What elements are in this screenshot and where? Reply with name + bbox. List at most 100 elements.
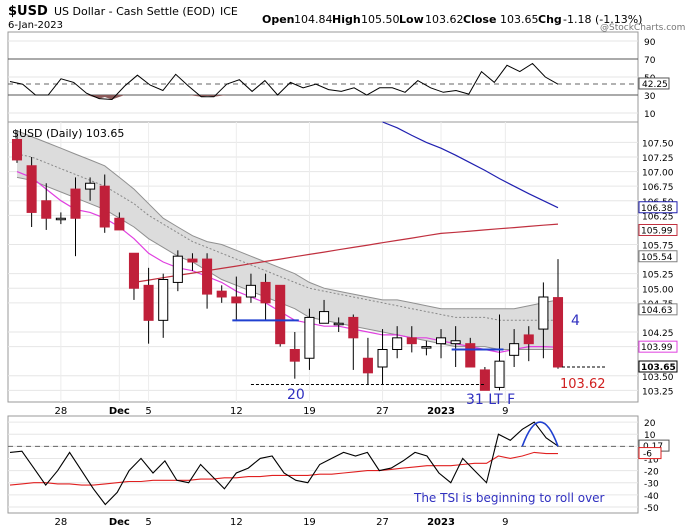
candle-body [377, 349, 388, 368]
tsi-tick-label: -50 [644, 504, 659, 514]
tsi-panel [7, 415, 639, 514]
rsi-current-label: 42.25 [642, 80, 668, 90]
price-tag-label: 105.54 [641, 253, 673, 263]
low-value: 103.62 [425, 13, 464, 26]
tsi-x-tick-label: Dec [109, 517, 130, 528]
price-x-tick-label: 27 [376, 406, 389, 417]
price-tag-box [638, 360, 678, 373]
tsi-layer: 20100-10-20-30-40-5028Dec5121927202390.1… [8, 419, 670, 528]
price-tick-label: 106.75 [642, 183, 674, 193]
candle-body [435, 337, 447, 345]
annotation-31-lt-f: 31 LT F [466, 392, 515, 408]
candle-body [304, 316, 315, 359]
tsi-x-tick-label: 19 [303, 517, 316, 528]
tsi-annotation: The TSI is beginning to roll over [413, 491, 605, 505]
price-tick-label: 104.25 [642, 329, 674, 339]
date: 6-Jan-2023 [8, 20, 63, 31]
candle-body [202, 258, 213, 295]
rsi-tick-label: 10 [644, 110, 656, 120]
candle-body [158, 279, 169, 321]
candle-body [55, 217, 66, 221]
candle-body [421, 346, 432, 349]
tsi-x-tick-label: 27 [376, 517, 389, 528]
candle-body [26, 165, 37, 213]
candle-body [509, 343, 520, 356]
price-tick-label: 107.00 [642, 169, 674, 179]
candle-body [450, 340, 461, 345]
candle-body [348, 316, 359, 339]
candle-body [523, 334, 534, 345]
candle-body [362, 357, 373, 374]
candle-body [172, 255, 183, 283]
tsi-tick-label: 20 [644, 419, 656, 429]
candle-body [99, 185, 110, 228]
chg-label: Chg [538, 13, 562, 26]
candle-body [260, 281, 271, 304]
candle-body [231, 296, 242, 304]
price-x-tick-label: Dec [109, 406, 130, 417]
watermark: @StockCharts.com [600, 23, 685, 33]
candle-body [406, 337, 417, 345]
price-tick-label: 105.25 [642, 271, 674, 281]
candle-body [85, 182, 96, 190]
candle-body [319, 311, 330, 324]
candle-body [465, 343, 476, 368]
price-tick-label: 103.25 [642, 387, 674, 397]
price-panel [7, 121, 639, 403]
rsi-tick-label: 30 [644, 92, 656, 102]
price-tick-label: 107.25 [642, 154, 674, 164]
candle-body [11, 139, 23, 161]
candle-body [245, 284, 256, 298]
price-x-tick-label: 28 [54, 406, 67, 417]
candle-body [494, 360, 505, 388]
tsi-line [9, 421, 559, 506]
tsi-rollover-arc [521, 421, 559, 447]
annotation-4: 4 [571, 313, 580, 329]
symbol: $USD [8, 4, 48, 19]
rsi-tick-label: 90 [644, 38, 656, 48]
ohlc-readout: Open 104.84 High 105.50 Low 103.62 Close… [262, 13, 642, 26]
rsi-layer: 907050301042.25 [8, 38, 670, 120]
price-tick-label: 103.50 [642, 373, 674, 383]
price-tag-label: 106.38 [641, 204, 673, 214]
price-tag-label: 104.63 [641, 306, 673, 316]
price-x-tick-label: 5 [145, 406, 151, 417]
candle-body [216, 290, 227, 298]
candle-body [538, 296, 549, 330]
price-tag-label: 103.99 [641, 343, 673, 353]
candle-body [70, 188, 81, 219]
rsi-oversold-fill [201, 95, 227, 97]
tsi-tick-label: -40 [644, 492, 659, 502]
tsi-x-tick-label: 2023 [427, 517, 455, 528]
candle-body [41, 200, 52, 219]
tsi-tick-label: -30 [644, 480, 659, 490]
high-label: High [332, 13, 361, 26]
tsi-tick-label: -20 [644, 468, 659, 478]
chg-value: -1.18 (-1.13%) [563, 13, 642, 26]
price-tag-box [638, 201, 678, 214]
candle-body [552, 297, 564, 368]
candle-body [333, 322, 344, 326]
tsi-tick-label: 10 [644, 431, 656, 441]
tsi-x-tick-label: 9 [502, 517, 508, 528]
tsi-signal-label: -6 [643, 450, 652, 460]
candle-body [275, 284, 286, 345]
price-x-tick-label: 9 [502, 406, 508, 417]
rsi-tick-label: 70 [644, 56, 656, 66]
price-panel-title: $USD (Daily) 103.65 [12, 127, 124, 140]
price-tick-label: 105.00 [642, 285, 674, 295]
rsi-line [9, 62, 559, 101]
annotation-20: 20 [287, 387, 305, 403]
low-label: Low [399, 13, 424, 26]
tsi-signal-line [9, 451, 558, 486]
exchange: ICE [220, 5, 238, 18]
high-value: 105.50 [361, 13, 400, 26]
blue-ma-line [382, 121, 559, 209]
tsi-x-tick-label: 12 [230, 517, 243, 528]
upper-band-line [16, 130, 559, 310]
candle-body [128, 252, 140, 289]
rsi-current-tag [638, 77, 670, 90]
price-tag-box [638, 303, 678, 316]
price-layer: 107.50107.25107.00106.75106.50106.25105.… [8, 121, 678, 417]
